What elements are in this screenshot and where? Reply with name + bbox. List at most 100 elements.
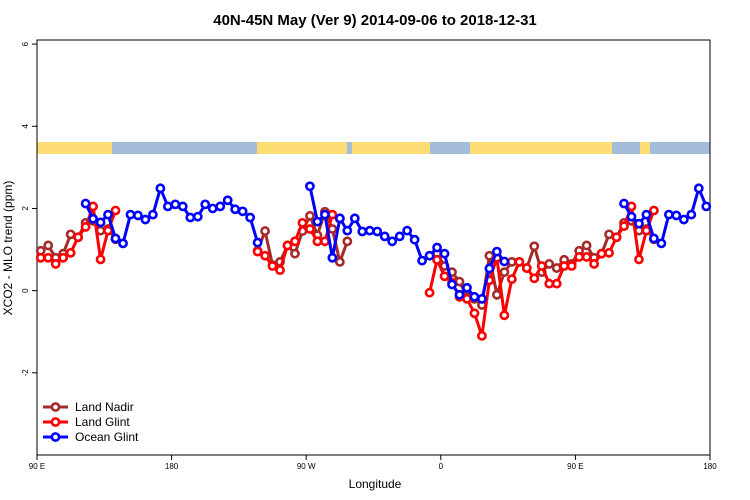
data-point xyxy=(499,310,510,321)
data-point xyxy=(275,265,285,275)
x-tick-label: 90 E xyxy=(29,462,45,471)
y-tick-label: 6 xyxy=(21,41,30,46)
plot-frame xyxy=(36,39,711,456)
data-point xyxy=(529,273,540,284)
y-tick-label: 0 xyxy=(21,288,30,293)
y-tick-label: -2 xyxy=(21,369,30,377)
data-point xyxy=(297,217,308,228)
data-point xyxy=(305,210,315,221)
data-point xyxy=(177,201,188,212)
data-point xyxy=(649,233,659,244)
data-point xyxy=(641,225,652,236)
land-ocean-strip xyxy=(37,142,710,154)
data-point xyxy=(334,256,345,267)
data-point xyxy=(110,233,121,244)
data-point xyxy=(88,213,98,224)
data-point xyxy=(649,205,659,216)
data-point xyxy=(484,250,495,261)
data-point xyxy=(544,259,555,269)
legend-marker xyxy=(50,432,61,442)
data-point xyxy=(604,247,614,258)
data-point xyxy=(663,209,674,220)
data-point xyxy=(80,198,91,209)
data-point xyxy=(327,209,338,220)
data-point xyxy=(536,261,547,271)
data-point xyxy=(372,226,383,237)
data-point xyxy=(305,181,315,192)
data-point xyxy=(125,209,136,220)
data-point xyxy=(626,201,637,212)
data-point xyxy=(155,183,166,194)
data-point xyxy=(80,222,91,232)
data-point xyxy=(319,236,330,247)
data-point xyxy=(312,236,323,247)
data-point xyxy=(506,256,517,267)
land-band xyxy=(37,142,112,154)
data-point xyxy=(35,252,46,263)
data-point xyxy=(514,256,525,267)
data-point xyxy=(334,213,345,224)
data-point xyxy=(357,226,368,237)
data-point xyxy=(133,210,143,221)
data-point xyxy=(245,212,256,223)
y-axis-label: XCO2 - MLO trend (ppm) xyxy=(1,181,15,316)
data-point xyxy=(417,255,428,266)
data-point xyxy=(477,330,487,341)
data-point xyxy=(215,201,226,212)
data-point xyxy=(170,199,181,210)
data-point xyxy=(544,278,555,289)
data-point xyxy=(43,252,54,263)
data-point xyxy=(491,246,502,257)
legend-label: Land Nadir xyxy=(75,400,134,414)
data-point xyxy=(185,212,196,223)
data-point xyxy=(469,308,480,319)
data-point xyxy=(604,229,614,240)
data-point xyxy=(252,237,263,248)
data-point xyxy=(596,248,607,259)
data-point xyxy=(282,240,293,251)
data-point xyxy=(103,225,113,236)
data-point xyxy=(462,293,472,304)
data-point xyxy=(349,213,360,224)
land-band xyxy=(352,142,430,154)
x-tick-label: 90 W xyxy=(297,462,316,471)
data-point xyxy=(162,201,173,212)
data-point xyxy=(462,282,472,293)
data-point xyxy=(491,289,502,300)
data-point xyxy=(260,226,270,236)
data-point xyxy=(140,214,151,225)
data-point xyxy=(43,240,54,251)
data-point xyxy=(95,217,106,228)
data-point xyxy=(409,234,420,245)
data-point xyxy=(619,221,629,232)
data-point xyxy=(581,240,592,251)
y-tick-label: 2 xyxy=(21,206,30,211)
x-tick-label: 180 xyxy=(165,462,179,471)
x-axis-label: Longitude xyxy=(349,477,402,491)
data-point xyxy=(424,250,435,261)
data-point xyxy=(394,231,405,242)
land-band xyxy=(640,142,650,154)
data-point xyxy=(693,183,704,194)
data-point xyxy=(656,238,667,249)
data-point xyxy=(95,254,106,265)
data-point xyxy=(634,218,644,229)
data-point xyxy=(50,259,61,269)
data-point xyxy=(387,236,398,247)
data-point xyxy=(551,263,562,273)
data-point xyxy=(319,209,330,220)
data-point xyxy=(439,271,450,282)
legend-label: Land Glint xyxy=(75,415,130,429)
data-point xyxy=(342,236,353,247)
data-point xyxy=(432,242,442,253)
data-point xyxy=(222,195,233,206)
data-point xyxy=(559,261,570,271)
data-point xyxy=(589,259,599,269)
y-tick-label: 4 xyxy=(21,124,30,129)
data-point xyxy=(574,252,585,262)
data-point xyxy=(701,201,712,212)
data-point xyxy=(641,209,652,220)
x-tick-label: 180 xyxy=(703,462,717,471)
